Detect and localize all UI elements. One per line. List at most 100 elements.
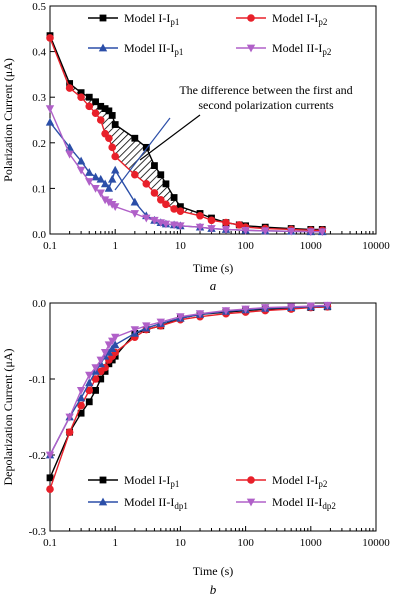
data-point	[91, 364, 100, 372]
data-point	[241, 226, 250, 235]
data-point	[45, 117, 55, 126]
legend-item: Model I-Ip1	[88, 11, 179, 27]
data-point	[96, 189, 105, 198]
y-tick-label: 0.2	[32, 138, 46, 150]
data-point	[101, 105, 109, 112]
data-point	[77, 409, 85, 417]
legend-item: Model I-Ip1	[88, 473, 179, 489]
x-tick-label: 10000	[362, 537, 390, 549]
data-point	[161, 220, 171, 229]
legend-label: Model I-Ip1	[124, 11, 179, 27]
x-tick-label: 100	[237, 240, 254, 252]
data-point	[151, 162, 158, 169]
data-point	[286, 227, 296, 236]
data-point	[91, 185, 100, 193]
series-3	[45, 117, 327, 236]
y-tick-label: -0.3	[29, 526, 47, 538]
legend-label: Model II-Ip2	[272, 41, 331, 57]
y-axis-label-a: Polarization Current (μA)	[1, 58, 15, 182]
legend-label: Model I-Ip2	[272, 11, 327, 27]
x-tick-label: 1000	[300, 537, 323, 549]
data-point	[76, 166, 86, 175]
panel-label-b: b	[210, 582, 217, 597]
data-point	[77, 93, 85, 101]
x-tick-label: 1	[112, 537, 118, 549]
data-point	[65, 150, 74, 159]
legend-marker	[247, 476, 255, 484]
annotation-arrow-lower	[114, 117, 171, 191]
data-point	[261, 227, 270, 236]
data-point	[108, 143, 117, 152]
data-point	[45, 105, 55, 113]
x-tick-label: 1000	[300, 240, 323, 252]
series-3	[45, 301, 332, 459]
data-point	[235, 221, 244, 229]
data-point	[65, 428, 74, 437]
annotation-line-1: The difference between the first and	[179, 83, 352, 97]
data-point	[65, 84, 74, 92]
data-point	[131, 134, 139, 142]
series-line	[49, 35, 323, 231]
data-point	[176, 222, 185, 231]
plot-frame-b	[49, 302, 377, 532]
data-point	[105, 107, 113, 115]
x-tick-label: 0.1	[43, 537, 57, 549]
panel-label-a: a	[210, 278, 217, 293]
x-tick-label: 1	[112, 240, 118, 252]
data-point	[96, 174, 105, 183]
legend-a: Model I-Ip1 Model I-Ip2 Model II-Ip1 Model …	[88, 11, 331, 57]
data-point	[92, 387, 99, 394]
legend-item: Model II-Idp2	[236, 495, 336, 511]
data-point	[108, 112, 116, 119]
data-point	[100, 349, 110, 357]
data-point	[169, 221, 179, 230]
legend-marker	[98, 43, 108, 52]
difference-hatch-region	[50, 35, 201, 216]
data-point	[85, 93, 93, 101]
legend-b: Model I-Ip1 Model I-Ip2 Model II-Idp1 Model…	[88, 473, 336, 511]
data-point	[142, 214, 151, 223]
data-point	[131, 170, 139, 179]
legend-item: Model II-Ip2	[236, 41, 331, 57]
data-point	[91, 109, 100, 117]
legend-item: Model I-Ip2	[236, 473, 327, 489]
data-point	[105, 134, 113, 143]
data-point	[85, 178, 94, 186]
legend-label: Model II-Idp1	[124, 495, 188, 511]
data-point	[142, 180, 151, 188]
data-point	[91, 172, 100, 181]
data-point	[66, 80, 74, 87]
data-point	[207, 225, 216, 233]
legend-marker	[99, 476, 107, 484]
data-point	[46, 34, 54, 42]
data-point	[97, 375, 105, 383]
legend-marker	[246, 498, 256, 507]
data-point	[170, 205, 178, 213]
series-2	[46, 303, 332, 494]
y-tick-label: 0.1	[32, 183, 46, 195]
x-axis-label-a: Time (s)	[193, 261, 234, 275]
y-tick-label: 0.3	[32, 92, 46, 104]
data-point	[91, 375, 100, 383]
data-point	[195, 310, 205, 319]
data-point	[100, 179, 110, 188]
data-point	[100, 196, 110, 205]
data-point	[46, 485, 54, 494]
legend-marker	[246, 44, 256, 53]
data-point	[156, 318, 165, 327]
y-tick-label: 0.4	[32, 47, 46, 59]
x-tick-label: 10	[175, 537, 187, 549]
data-point	[104, 198, 114, 207]
legend-label: Model II-Ip1	[124, 41, 183, 57]
y-tick-label: 0.0	[32, 229, 46, 241]
data-point	[96, 356, 105, 365]
axes-b: 0.1 1 10 100 1000 10000 -0.3 -0.2 -0.1 0.0	[29, 298, 391, 549]
series-group-a	[45, 32, 327, 237]
annotation-line-2: second polarization currents	[198, 98, 334, 112]
legend-item: Model I-Ip2	[236, 11, 327, 27]
data-point	[142, 143, 150, 151]
data-point	[177, 203, 184, 211]
data-point	[85, 168, 94, 176]
data-point	[162, 200, 170, 209]
